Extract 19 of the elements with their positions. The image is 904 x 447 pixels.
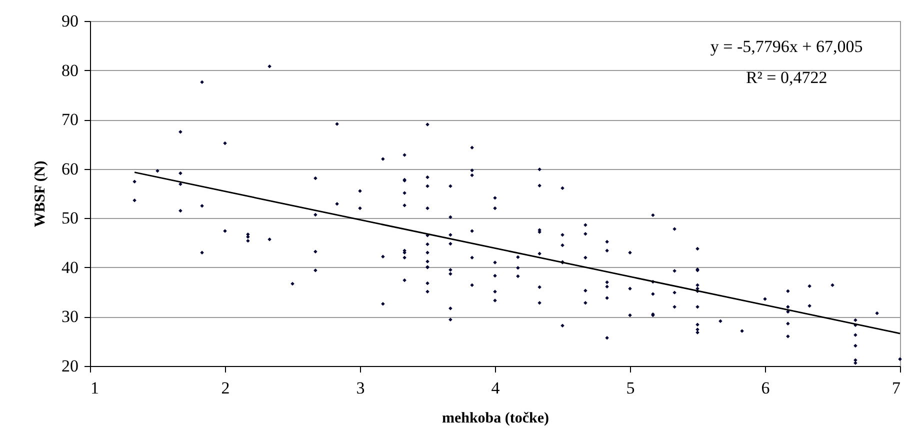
y-tick-label: 90 (62, 12, 78, 30)
annotation: R² = 0,4722 (746, 68, 828, 87)
y-tick-label: 80 (62, 60, 78, 80)
y-tick-label: 70 (62, 110, 78, 130)
x-tick-label: 3 (356, 378, 365, 398)
y-tick-label: 20 (62, 356, 78, 376)
x-tick-label: 5 (626, 378, 635, 398)
y-axis-title: WBSF (N) (32, 160, 48, 228)
y-tick-label: 60 (62, 159, 78, 178)
y-tick-label: 50 (62, 208, 78, 228)
x-axis-title: mehkoba (točke) (442, 410, 550, 426)
x-tick-label: 4 (491, 378, 500, 398)
annotation: y = -5,7796x + 67,005 (710, 37, 863, 56)
y-tick-label: 30 (62, 307, 78, 326)
x-tick-label: 7 (892, 378, 901, 398)
x-tick-label: 6 (761, 378, 770, 398)
y-tick-label: 40 (62, 258, 78, 277)
x-tick-label: 2 (221, 378, 230, 398)
x-tick-label: 1 (90, 378, 99, 398)
